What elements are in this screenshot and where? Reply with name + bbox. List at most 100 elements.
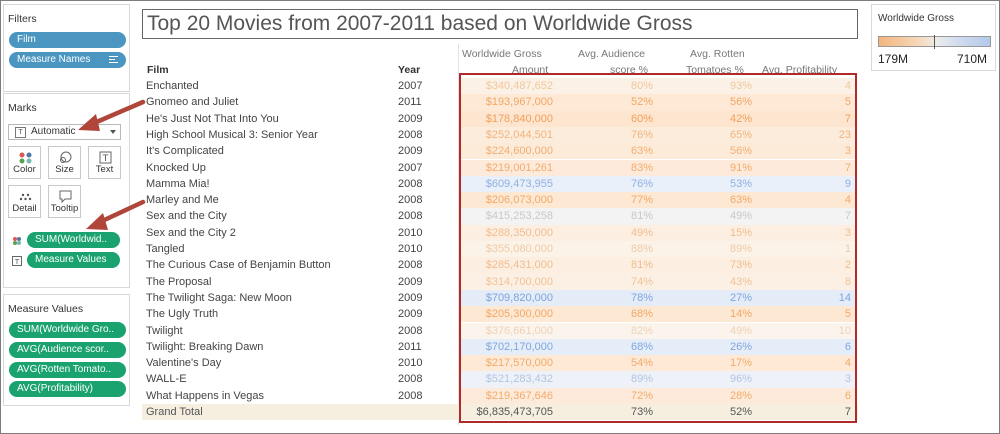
filter-pill-film[interactable]: Film: [9, 32, 126, 48]
grand-total-rotten[interactable]: 52%: [729, 406, 752, 418]
grand-total-audience[interactable]: 73%: [630, 406, 653, 418]
header-profitability[interactable]: Avg. Profitability: [762, 64, 838, 76]
header-rotten-line2[interactable]: Tomatoes %: [686, 64, 744, 76]
detail-button[interactable]: Detail: [8, 185, 41, 218]
film-cell[interactable]: High School Musical 3: Senior Year: [146, 128, 318, 141]
year-cell[interactable]: 2008: [398, 194, 423, 207]
measure-pill-sum-worldwide-gross[interactable]: SUM(Worldwide Gro..: [9, 322, 126, 338]
profitability-cell[interactable]: 4: [844, 80, 851, 92]
measure-pill-avg-rotten-tomatoes[interactable]: AVG(Rotten Tomato..: [9, 362, 126, 378]
audience-score-cell[interactable]: 77%: [630, 194, 653, 207]
gross-cell[interactable]: $219,001,261: [485, 161, 553, 174]
year-cell[interactable]: 2010: [398, 357, 423, 370]
rotten-tomatoes-cell[interactable]: 43%: [729, 275, 752, 288]
rotten-tomatoes-cell[interactable]: 56%: [729, 96, 752, 109]
measure-pill-avg-profitability[interactable]: AVG(Profitability): [9, 381, 126, 397]
audience-score-cell[interactable]: 81%: [630, 259, 653, 272]
rotten-tomatoes-cell[interactable]: 53%: [729, 177, 752, 190]
rotten-tomatoes-cell[interactable]: 42%: [729, 112, 752, 125]
grand-total-gross[interactable]: $6,835,473,705: [476, 406, 553, 418]
gross-cell[interactable]: $609,473,955: [485, 177, 553, 190]
audience-score-cell[interactable]: 82%: [630, 324, 653, 337]
gross-cell[interactable]: $415,253,258: [485, 210, 553, 223]
film-cell[interactable]: Sex and the City: [146, 210, 227, 223]
gross-cell[interactable]: $206,073,000: [485, 194, 553, 207]
gross-cell[interactable]: $193,967,000: [485, 96, 553, 109]
audience-score-cell[interactable]: 81%: [630, 210, 653, 223]
rotten-tomatoes-cell[interactable]: 49%: [729, 324, 752, 337]
year-cell[interactable]: 2008: [398, 324, 423, 337]
profitability-cell[interactable]: 10: [838, 324, 851, 337]
audience-score-cell[interactable]: 74%: [630, 275, 653, 288]
gross-cell[interactable]: $219,367,646: [485, 389, 553, 402]
mark-type-dropdown[interactable]: T Automatic: [8, 124, 121, 140]
filter-pill-measure-names[interactable]: Measure Names: [9, 52, 126, 68]
rotten-tomatoes-cell[interactable]: 28%: [729, 389, 752, 402]
measure-pill-avg-audience-score[interactable]: AVG(Audience scor..: [9, 342, 126, 358]
header-rotten-line1[interactable]: Avg. Rotten: [690, 48, 745, 60]
profitability-cell[interactable]: 6: [844, 389, 851, 402]
film-cell[interactable]: Gnomeo and Juliet: [146, 96, 239, 109]
marks-pill-sum-worldwide[interactable]: SUM(Worldwid..: [27, 232, 120, 248]
grand-total-label[interactable]: Grand Total: [146, 406, 203, 418]
profitability-cell[interactable]: 6: [844, 340, 851, 353]
header-audience-line1[interactable]: Avg. Audience: [578, 48, 645, 60]
gross-cell[interactable]: $314,700,000: [485, 275, 553, 288]
header-audience-line2[interactable]: score %: [610, 64, 648, 76]
audience-score-cell[interactable]: 54%: [630, 357, 653, 370]
rotten-tomatoes-cell[interactable]: 89%: [729, 243, 752, 255]
header-gross-line1[interactable]: Worldwide Gross: [462, 48, 542, 60]
rotten-tomatoes-cell[interactable]: 73%: [729, 259, 752, 272]
profitability-cell[interactable]: 3: [844, 373, 851, 386]
gross-cell[interactable]: $252,044,501: [485, 128, 553, 141]
film-cell[interactable]: Twilight: [146, 324, 183, 337]
marks-pill-measure-values[interactable]: Measure Values: [27, 252, 120, 268]
audience-score-cell[interactable]: 63%: [630, 145, 653, 158]
rotten-tomatoes-cell[interactable]: 49%: [729, 210, 752, 223]
year-cell[interactable]: 2008: [398, 128, 423, 141]
year-cell[interactable]: 2010: [398, 226, 423, 239]
profitability-cell[interactable]: 5: [844, 96, 851, 109]
tooltip-button[interactable]: Tooltip: [48, 185, 81, 218]
color-button[interactable]: Color: [8, 146, 41, 179]
gross-cell[interactable]: $285,431,000: [485, 259, 553, 272]
gross-cell[interactable]: $224,600,000: [485, 145, 553, 158]
profitability-cell[interactable]: 5: [844, 308, 851, 321]
profitability-cell[interactable]: 9: [844, 177, 851, 190]
rotten-tomatoes-cell[interactable]: 96%: [729, 373, 752, 386]
film-cell[interactable]: Enchanted: [146, 80, 199, 92]
audience-score-cell[interactable]: 52%: [630, 96, 653, 109]
audience-score-cell[interactable]: 68%: [630, 340, 653, 353]
profitability-cell[interactable]: 7: [844, 161, 851, 174]
year-cell[interactable]: 2008: [398, 259, 423, 272]
year-cell[interactable]: 2009: [398, 145, 423, 158]
gross-cell[interactable]: $205,300,000: [485, 308, 553, 321]
year-cell[interactable]: 2011: [398, 96, 422, 109]
rotten-tomatoes-cell[interactable]: 63%: [729, 194, 752, 207]
rotten-tomatoes-cell[interactable]: 17%: [729, 357, 752, 370]
profitability-cell[interactable]: 1: [844, 243, 851, 255]
year-cell[interactable]: 2009: [398, 275, 423, 288]
rotten-tomatoes-cell[interactable]: 93%: [729, 80, 752, 92]
gross-cell[interactable]: $521,283,432: [485, 373, 553, 386]
audience-score-cell[interactable]: 49%: [630, 226, 653, 239]
year-cell[interactable]: 2008: [398, 389, 423, 402]
gross-cell[interactable]: $217,570,000: [485, 357, 553, 370]
gross-cell[interactable]: $702,170,000: [485, 340, 553, 353]
rotten-tomatoes-cell[interactable]: 65%: [729, 128, 752, 141]
text-button[interactable]: T Text: [88, 146, 121, 179]
year-cell[interactable]: 2008: [398, 373, 423, 386]
year-cell[interactable]: 2011: [398, 340, 422, 353]
profitability-cell[interactable]: 4: [844, 194, 851, 207]
film-cell[interactable]: What Happens in Vegas: [146, 389, 265, 402]
film-cell[interactable]: Marley and Me: [146, 194, 219, 207]
film-cell[interactable]: The Twilight Saga: New Moon: [146, 291, 292, 304]
rotten-tomatoes-cell[interactable]: 15%: [729, 226, 752, 239]
film-cell[interactable]: Valentine's Day: [146, 357, 222, 370]
audience-score-cell[interactable]: 68%: [630, 308, 653, 321]
header-year[interactable]: Year: [398, 64, 421, 76]
audience-score-cell[interactable]: 76%: [630, 177, 653, 190]
profitability-cell[interactable]: 8: [844, 275, 851, 288]
film-cell[interactable]: Knocked Up: [146, 161, 206, 174]
rotten-tomatoes-cell[interactable]: 56%: [729, 145, 752, 158]
